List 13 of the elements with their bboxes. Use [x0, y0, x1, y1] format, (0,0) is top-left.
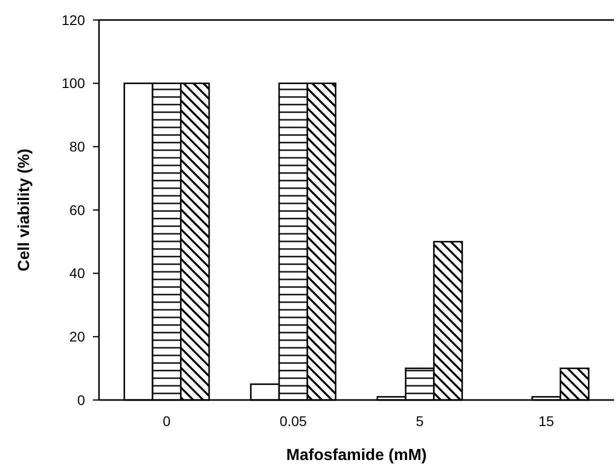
y-tick-label: 20	[69, 328, 86, 345]
x-axis-title: Mafosfamide (mM)	[286, 447, 427, 464]
x-tick-label: 15	[538, 413, 554, 429]
x-tick-label: 0	[162, 413, 171, 429]
y-tick-label: 120	[62, 12, 86, 28]
y-tick-label: 0	[77, 392, 86, 408]
y-tick-label: 60	[69, 202, 86, 218]
x-tick-label: 5	[416, 413, 424, 429]
y-tick-label: 40	[69, 265, 86, 282]
y-axis-title: Cell viability (%)	[16, 148, 33, 272]
y-tick-label: 80	[69, 138, 86, 155]
y-tick-label: 100	[62, 75, 86, 92]
x-tick-label: 0.05	[280, 413, 308, 429]
